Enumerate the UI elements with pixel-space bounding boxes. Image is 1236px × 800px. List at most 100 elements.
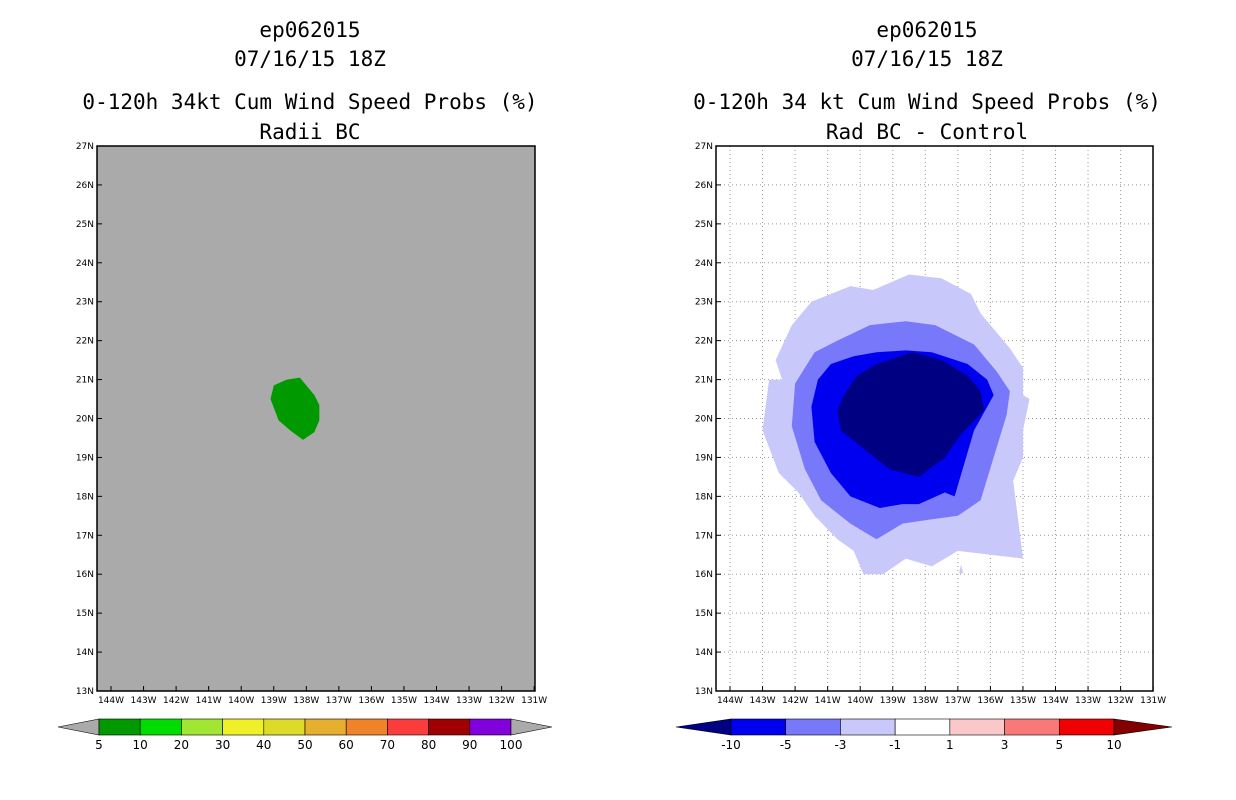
y-tick-label: 20N xyxy=(695,415,713,425)
colorbar-segment xyxy=(1058,718,1115,736)
colorbar-label: 80 xyxy=(421,738,436,752)
colorbar-segment xyxy=(139,718,182,736)
x-tick-label: 138W xyxy=(293,696,319,706)
y-tick-label: 24N xyxy=(76,259,94,269)
y-tick-label: 13N xyxy=(76,687,94,697)
colorbar-segment xyxy=(345,718,388,736)
colorbar-segment xyxy=(263,718,306,736)
product-title: 0-120h 34 kt Cum Wind Speed Probs (%) xyxy=(693,90,1161,114)
x-tick-label: 143W xyxy=(131,696,157,706)
colorbar-label: -5 xyxy=(780,738,792,752)
x-tick-label: 144W xyxy=(98,696,124,706)
x-tick-label: 132W xyxy=(1108,696,1134,706)
y-tick-label: 17N xyxy=(76,531,94,541)
y-tick-label: 27N xyxy=(695,142,713,152)
panel-rad-bc-minus-control: ep062015 07/16/15 18Z 0-120h 34 kt Cum Win… xyxy=(675,18,1173,752)
colorbar-segment xyxy=(428,718,471,736)
colorbar-segment xyxy=(469,718,512,736)
x-tick-label: 140W xyxy=(847,696,873,706)
chart-subtitle: 07/16/15 18Z xyxy=(851,47,1003,71)
x-tick-label: 137W xyxy=(945,696,971,706)
y-tick-label: 21N xyxy=(695,376,713,386)
colorbar-label: 30 xyxy=(215,738,230,752)
x-tick-label: 137W xyxy=(326,696,352,706)
chart-title: ep062015 xyxy=(259,18,360,42)
y-tick-label: 15N xyxy=(695,609,713,619)
x-tick-label: 131W xyxy=(521,696,547,706)
colorbar-label: 1 xyxy=(946,738,954,752)
colorbar-label: 10 xyxy=(1106,738,1121,752)
colorbar-label: -3 xyxy=(834,738,846,752)
y-tick-label: 18N xyxy=(695,492,713,502)
colorbar-label: 60 xyxy=(339,738,354,752)
x-tick-label: 141W xyxy=(196,696,222,706)
colorbar-segment xyxy=(840,718,896,736)
colorbar-label: 90 xyxy=(462,738,477,752)
x-tick-label: 142W xyxy=(782,696,808,706)
y-tick-label: 15N xyxy=(76,609,94,619)
y-tick-label: 23N xyxy=(76,298,94,308)
colorbar-segment xyxy=(949,718,1005,736)
colorbar-over-arrow xyxy=(1113,718,1173,736)
y-tick-label: 26N xyxy=(76,181,94,191)
colorbar-label: 50 xyxy=(297,738,312,752)
colorbar-segment xyxy=(181,718,223,736)
colorbar-label: -10 xyxy=(721,738,741,752)
y-tick-label: 16N xyxy=(695,570,713,580)
colorbar-segment xyxy=(894,718,951,736)
x-tick-label: 135W xyxy=(391,696,417,706)
y-tick-label: 25N xyxy=(76,220,94,230)
panel-label: Radii BC xyxy=(259,120,360,144)
x-tick-label: 134W xyxy=(1042,696,1068,706)
panel-radii-bc: ep062015 07/16/15 18Z 0-120h 34kt Cum Wind… xyxy=(57,18,553,752)
colorbar-label: 40 xyxy=(256,738,271,752)
chart-subtitle: 07/16/15 18Z xyxy=(234,47,386,71)
colorbar-label: 3 xyxy=(1001,738,1009,752)
colorbar-segment xyxy=(304,718,347,736)
x-tick-label: 141W xyxy=(815,696,841,706)
x-tick-label: 136W xyxy=(977,696,1003,706)
y-tick-label: 20N xyxy=(76,415,94,425)
colorbar-under-arrow xyxy=(675,718,732,736)
colorbar-segment xyxy=(730,718,787,736)
colorbar-segment xyxy=(98,718,141,736)
x-tick-label: 140W xyxy=(228,696,254,706)
colorbar-label: 70 xyxy=(380,738,395,752)
x-tick-label: 136W xyxy=(358,696,384,706)
x-tick-label: 133W xyxy=(1075,696,1101,706)
colorbar-label: 10 xyxy=(133,738,148,752)
x-tick-label: 144W xyxy=(717,696,743,706)
y-tick-label: 22N xyxy=(695,337,713,347)
y-tick-label: 24N xyxy=(695,259,713,269)
y-tick-label: 21N xyxy=(76,376,94,386)
x-tick-label: 139W xyxy=(880,696,906,706)
colorbar-segment xyxy=(1004,718,1060,736)
x-tick-label: 131W xyxy=(1140,696,1166,706)
colorbar-label: 100 xyxy=(500,738,523,752)
x-tick-label: 135W xyxy=(1010,696,1036,706)
colorbar-label: 5 xyxy=(95,738,103,752)
x-tick-label: 143W xyxy=(750,696,776,706)
x-tick-label: 139W xyxy=(261,696,287,706)
panel-label: Rad BC - Control xyxy=(826,120,1028,144)
y-tick-label: 22N xyxy=(76,337,94,347)
colorbar-over-arrow xyxy=(510,718,553,736)
colorbar-under-arrow xyxy=(57,718,100,736)
y-tick-label: 25N xyxy=(695,220,713,230)
y-tick-label: 18N xyxy=(76,492,94,502)
x-tick-label: 138W xyxy=(912,696,938,706)
x-tick-label: 132W xyxy=(489,696,515,706)
y-tick-label: 14N xyxy=(695,648,713,658)
y-tick-label: 14N xyxy=(76,648,94,658)
y-tick-label: 17N xyxy=(695,531,713,541)
x-tick-label: 133W xyxy=(456,696,482,706)
product-title: 0-120h 34kt Cum Wind Speed Probs (%) xyxy=(82,90,537,114)
colorbar-label: 20 xyxy=(174,738,189,752)
y-tick-label: 16N xyxy=(76,570,94,580)
colorbar-segment xyxy=(785,718,841,736)
y-tick-label: 19N xyxy=(76,453,94,463)
y-tick-label: 26N xyxy=(695,181,713,191)
y-tick-label: 27N xyxy=(76,142,94,152)
contour-region xyxy=(959,564,964,574)
